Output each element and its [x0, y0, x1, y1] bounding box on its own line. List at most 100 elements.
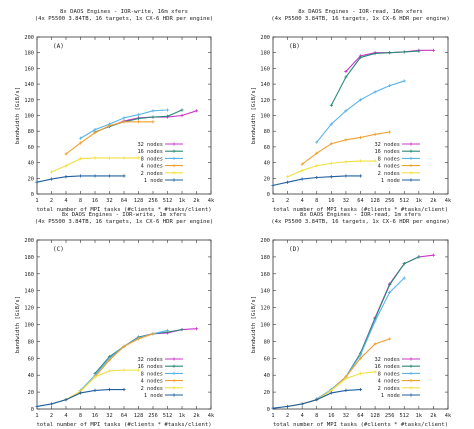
data-point: [300, 168, 304, 173]
y-tick-label: 200: [260, 238, 270, 244]
legend-label: 2 nodes: [141, 171, 163, 177]
data-point: [344, 388, 348, 393]
x-tick-label: 2: [50, 413, 53, 419]
legend-marker: [172, 178, 176, 182]
data-point: [122, 344, 126, 349]
series-8-nodes: [315, 79, 406, 144]
data-point: [358, 135, 363, 140]
chart-subtitle: (4x P5500 3.84TB, 16 targets, 1x CX-6 HD…: [35, 219, 214, 225]
series-16-nodes: [329, 49, 421, 107]
series-1-node: [271, 387, 363, 410]
data-point: [358, 387, 363, 392]
data-point: [431, 253, 436, 257]
data-point: [165, 108, 170, 112]
data-point: [49, 402, 54, 406]
data-point: [329, 142, 333, 146]
y-tick-label: 200: [260, 35, 270, 41]
x-tick-label: 1: [35, 198, 38, 204]
data-point: [35, 180, 39, 184]
x-tick-label: 64: [357, 198, 363, 204]
y-axis-label: bandwidth [GiB/s]: [15, 87, 21, 144]
y-tick-label: 160: [260, 66, 270, 72]
legend-label: 4 nodes: [141, 379, 163, 385]
x-tick-label: 8: [79, 198, 82, 204]
x-tick-label: 256: [148, 413, 158, 419]
plot-frame: [36, 36, 212, 195]
y-tick-label: 200: [24, 238, 34, 244]
series-1-node: [271, 174, 363, 187]
data-point: [107, 156, 112, 160]
data-point: [402, 79, 406, 83]
y-tick-label: 0: [267, 407, 270, 413]
y-tick-label: 60: [264, 145, 270, 151]
y-tick-label: 20: [28, 390, 34, 396]
x-tick-label: 4k: [208, 413, 215, 419]
chart-subtitle: (4x P5500 3.84TB, 16 targets, 1x CX-6 HD…: [271, 219, 450, 225]
x-axis-label: total number of MPI tasks (#clients * #t…: [273, 207, 448, 213]
x-tick-label: 128: [370, 198, 380, 204]
data-point: [329, 103, 333, 107]
data-point: [344, 109, 348, 113]
data-point: [388, 283, 392, 287]
data-point: [315, 175, 319, 180]
data-point: [49, 170, 54, 174]
legend-label: 32 nodes: [137, 142, 163, 148]
x-tick-label: 32: [106, 413, 112, 419]
chart-title: 8x DAOS Engines - IOR-write, 1m xfers: [62, 212, 187, 218]
legend-marker: [409, 178, 413, 182]
legend-marker: [409, 149, 413, 153]
legend-marker: [409, 379, 413, 383]
data-point: [78, 136, 83, 140]
data-point: [136, 113, 141, 117]
legend-label: 1 node: [144, 393, 163, 399]
data-point: [136, 368, 141, 372]
y-tick-label: 120: [260, 306, 270, 312]
data-point: [358, 174, 363, 178]
data-point: [315, 164, 319, 168]
y-tick-label: 60: [28, 145, 34, 151]
legend-marker: [172, 357, 176, 361]
legend-label: 16 nodes: [137, 364, 163, 370]
data-point: [107, 124, 112, 128]
data-point: [315, 151, 319, 155]
data-point: [358, 371, 363, 376]
data-point: [373, 319, 377, 323]
data-point: [285, 175, 290, 179]
x-tick-label: 2: [286, 413, 289, 419]
legend-marker: [172, 171, 176, 175]
x-tick-label: 4: [64, 413, 67, 419]
legend-marker: [172, 393, 176, 397]
legend-label: 2 nodes: [378, 386, 400, 392]
chart-title: 8x DAOS Engines - IOR-read, 1m xfers: [300, 212, 421, 218]
panel-label: (A): [53, 43, 64, 50]
y-tick-label: 80: [28, 129, 34, 135]
data-point: [344, 75, 348, 79]
x-tick-label: 1: [35, 413, 38, 419]
x-tick-label: 2k: [430, 413, 437, 419]
legend-marker: [172, 149, 176, 153]
series-1-node: [35, 174, 126, 184]
x-tick-label: 256: [385, 198, 395, 204]
legend-label: 1 node: [144, 178, 163, 184]
y-tick-label: 160: [24, 272, 34, 278]
data-point: [388, 51, 392, 55]
legend-marker: [172, 142, 176, 146]
data-point: [93, 388, 97, 393]
legend-marker: [409, 142, 413, 146]
legend-label: 16 nodes: [374, 149, 400, 155]
data-point: [35, 404, 39, 409]
data-point: [64, 152, 68, 156]
plot-frame: [36, 239, 212, 410]
legend-marker: [172, 371, 176, 375]
data-point: [358, 356, 363, 360]
chart-title: 8x DAOS Engines - IOR-read, 16m xfers: [298, 9, 423, 15]
data-point: [151, 332, 155, 336]
data-point: [49, 177, 54, 181]
legend-label: 1 node: [381, 393, 400, 399]
x-tick-label: 512: [399, 198, 409, 204]
legend-marker: [172, 164, 176, 168]
data-point: [285, 404, 290, 409]
